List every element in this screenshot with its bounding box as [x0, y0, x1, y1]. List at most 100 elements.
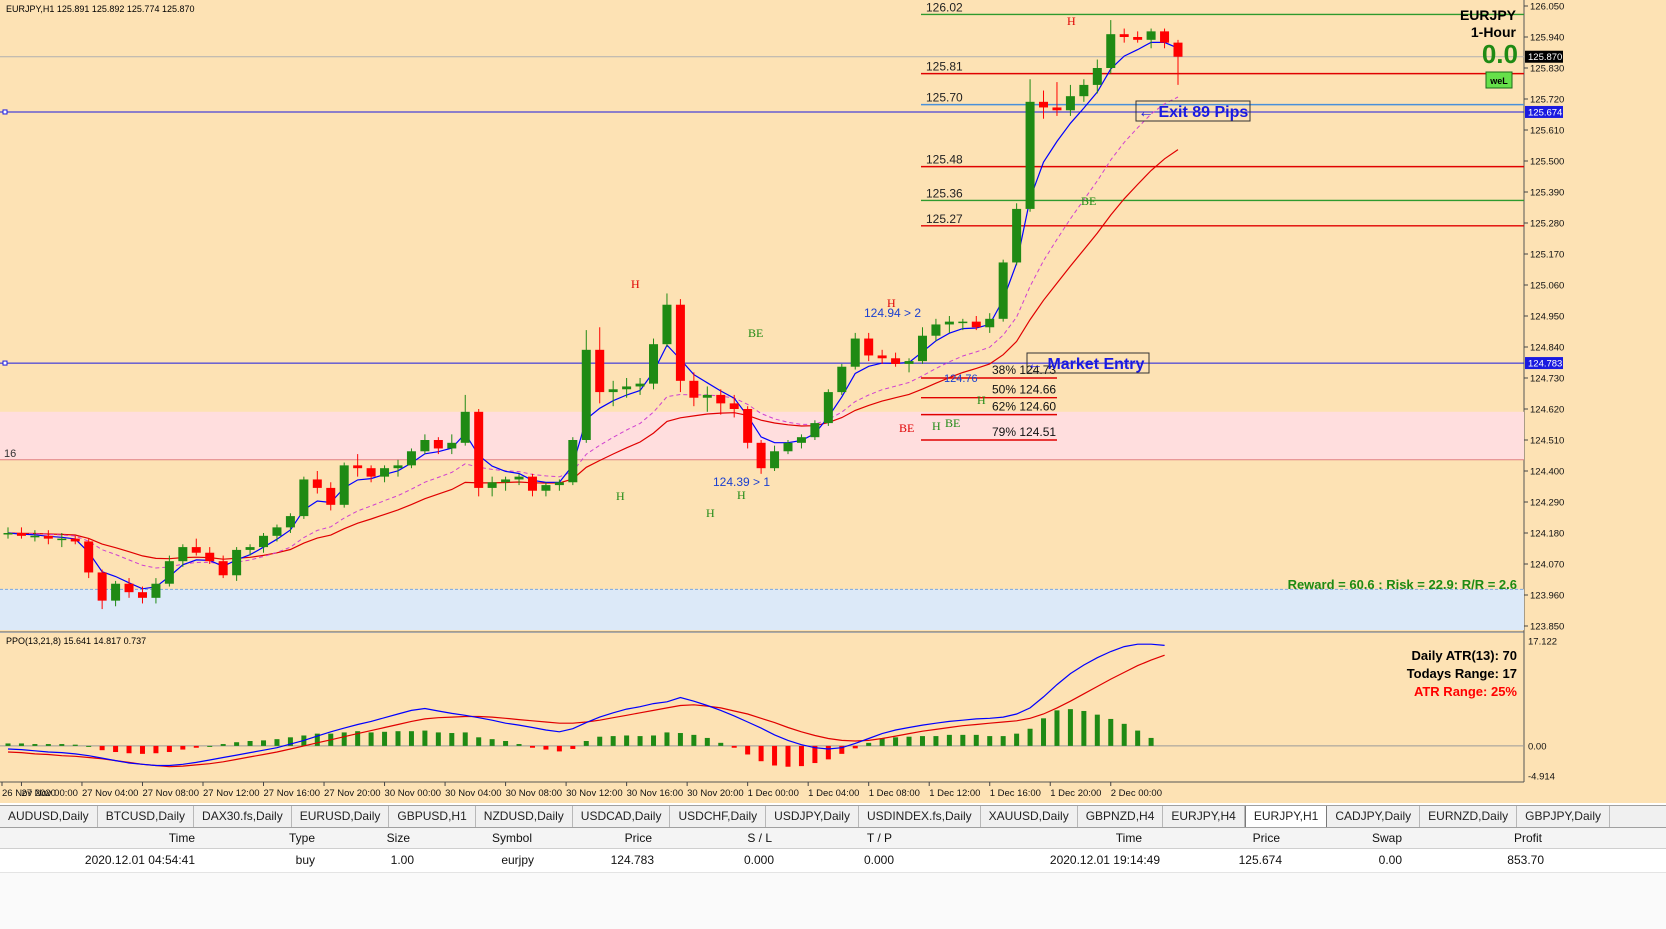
tab-xauusd-daily[interactable]: XAUUSD,Daily [981, 806, 1078, 827]
candle [312, 471, 322, 494]
ppo-bar [1081, 710, 1087, 746]
tab-cadjpy-daily[interactable]: CADJPY,Daily [1327, 806, 1421, 827]
tab-eurusd-daily[interactable]: EURUSD,Daily [292, 806, 390, 827]
level-label-4: 125.36 [926, 186, 963, 200]
candle [30, 530, 40, 542]
candlestick-chart[interactable]: 126.02125.81125.70125.48125.36125.2738% … [0, 0, 1666, 803]
candle-body [312, 479, 322, 488]
tab-eurjpy-h1[interactable]: EURJPY,H1 [1244, 806, 1328, 827]
ppo-bar [153, 745, 159, 754]
tab-gbpusd-h1[interactable]: GBPUSD,H1 [389, 806, 476, 827]
price-axis-ticks: 126.050 125.940 125.830 125.720 125.610 125.5… [1524, 2, 1564, 633]
tab-usdindex-fs-daily[interactable]: USDINDEX.fs,Daily [859, 806, 981, 827]
ppo-bar [704, 737, 710, 746]
tab-btcusd-daily[interactable]: BTCUSD,Daily [98, 806, 195, 827]
candle [124, 578, 134, 598]
level-label-5: 125.27 [926, 212, 963, 226]
candle [1039, 90, 1049, 119]
candle [420, 434, 430, 455]
candle-body [770, 451, 780, 469]
ppo-bar [919, 736, 925, 746]
tab-eurjpy-h4[interactable]: EURJPY,H4 [1163, 806, 1245, 827]
table-row[interactable]: 2020.12.01 04:54:41 buy 1.00 eurjpy 124.… [0, 850, 1666, 870]
price-tick-label: 125.170 [1530, 250, 1564, 261]
col-type[interactable]: Type [288, 831, 315, 845]
ppo-bar [422, 730, 428, 746]
time-tick-label: 26 Nov 2020 [2, 788, 56, 799]
col-time-close[interactable]: Time [1115, 831, 1142, 845]
cell-type: buy [295, 853, 315, 867]
candle-body [164, 561, 174, 584]
time-tick-label: 27 Nov 00:00 [21, 788, 78, 799]
ppo-bar [798, 745, 804, 767]
marker-h-green-2: H [706, 506, 715, 520]
tab-gbpjpy-daily[interactable]: GBPJPY,Daily [1517, 806, 1610, 827]
col-time[interactable]: Time [168, 831, 195, 845]
col-profit[interactable]: Profit [1513, 831, 1542, 845]
col-size[interactable]: Size [386, 831, 410, 845]
tab-usdchf-daily[interactable]: USDCHF,Daily [670, 806, 767, 827]
ppo-bar [960, 734, 966, 746]
price-tick-label: 124.290 [1530, 498, 1564, 509]
chart-area[interactable]: 126.02 125.81 125.70 125.48 125.36 125.27 38% … [0, 0, 1666, 803]
ma-fast-line [7, 41, 1179, 590]
col-price[interactable]: Price [624, 831, 652, 845]
chart-tabs: AUDUSD,Daily BTCUSD,Daily DAX30.fs,Daily EU… [0, 805, 1666, 828]
candle-body [514, 476, 524, 480]
tab-usdjpy-daily[interactable]: USDJPY,Daily [766, 806, 859, 827]
col-swap[interactable]: Swap [1371, 831, 1402, 845]
candle-body [191, 547, 201, 553]
ppo-bar [1148, 737, 1154, 746]
time-tick-label: 27 Nov 16:00 [264, 788, 321, 799]
candle [299, 476, 309, 519]
candle-body [581, 349, 591, 440]
col-symbol[interactable]: Symbol [491, 831, 532, 845]
entry-line-handle[interactable] [2, 360, 8, 366]
ma-slow-line [7, 149, 1179, 560]
candle-body [137, 592, 147, 598]
candle [1133, 31, 1143, 43]
ppo-bar [1108, 718, 1114, 746]
col-price-close[interactable]: Price [1252, 831, 1280, 845]
entry-label-text: Market Entry [1047, 356, 1144, 373]
tab-eurnzd-daily[interactable]: EURNZD,Daily [1420, 806, 1518, 827]
candle [326, 482, 336, 511]
candle-body [608, 389, 618, 393]
candle-body [702, 394, 712, 398]
candle-body [380, 468, 390, 477]
ppo-bar [180, 745, 186, 750]
note-small: 124.76 [944, 373, 978, 385]
ppo-bar [1094, 714, 1100, 746]
tab-usdcad-daily[interactable]: USDCAD,Daily [573, 806, 671, 827]
candle-body [1065, 96, 1075, 111]
candle-body [84, 541, 94, 573]
candle-body [299, 479, 309, 517]
ppo-bar [72, 744, 78, 746]
ppo-bar [624, 735, 630, 746]
candle [1052, 82, 1062, 116]
candle-body [151, 583, 161, 598]
tab-audusd-daily[interactable]: AUDUSD,Daily [0, 806, 98, 827]
tab-dax30-fs-daily[interactable]: DAX30.fs,Daily [194, 806, 292, 827]
candle-body [649, 344, 659, 384]
col-sl[interactable]: S / L [747, 831, 772, 845]
candle-body [635, 383, 645, 387]
terminal-footer [0, 872, 1666, 929]
col-tp[interactable]: T / P [866, 831, 892, 845]
ppo-bar [261, 740, 267, 746]
tab-gbpnzd-h4[interactable]: GBPNZD,H4 [1078, 806, 1164, 827]
candle-body [487, 482, 497, 488]
candle [1065, 84, 1075, 116]
exit-line-handle[interactable] [2, 109, 8, 115]
time-tick-label: 30 Nov 12:00 [566, 788, 623, 799]
candle-body [353, 465, 363, 469]
candle-body [474, 411, 484, 488]
marker-be-3: BE [945, 416, 960, 430]
candle-body [1106, 34, 1116, 68]
candle [70, 535, 80, 545]
wel-badge[interactable] [1485, 71, 1513, 89]
candle [3, 527, 13, 539]
candle [339, 462, 349, 508]
tab-nzdusd-daily[interactable]: NZDUSD,Daily [476, 806, 573, 827]
candle-body [1012, 208, 1022, 263]
